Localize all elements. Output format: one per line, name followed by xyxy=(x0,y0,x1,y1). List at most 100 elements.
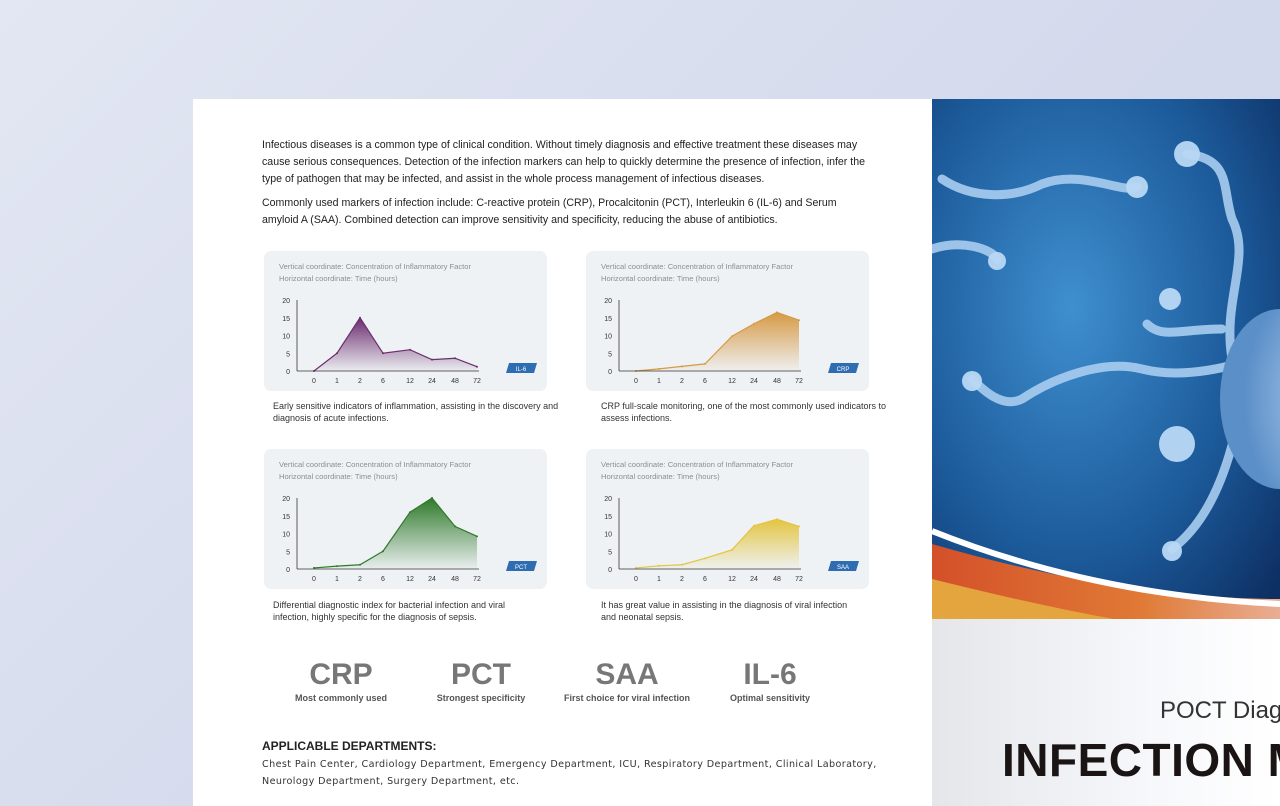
data-point xyxy=(382,550,384,553)
y-tick-label: 10 xyxy=(282,532,290,539)
y-tick-label: 20 xyxy=(604,298,612,305)
x-tick-label: 72 xyxy=(795,576,803,583)
stat-pct: PCT Strongest specificity xyxy=(411,657,551,703)
chart-il6: Vertical coordinate: Concentration of In… xyxy=(264,251,547,391)
data-point xyxy=(476,365,478,368)
brochure-page: Infectious diseases is a common type of … xyxy=(193,99,932,806)
y-tick-label: 0 xyxy=(608,567,612,574)
data-point xyxy=(382,352,384,355)
data-point xyxy=(431,358,433,361)
chart-description-pct: Differential diagnostic index for bacter… xyxy=(273,600,505,622)
x-tick-label: 72 xyxy=(473,576,481,583)
x-tick-label: 48 xyxy=(451,378,459,385)
stat-label: First choice for viral infection xyxy=(563,693,691,703)
series-tag-label: PCT xyxy=(515,565,527,571)
data-point xyxy=(409,511,411,514)
data-point xyxy=(798,525,800,528)
cover-panel: POCT Diagn INFECTION MA xyxy=(932,99,1280,806)
y-tick-label: 15 xyxy=(282,316,290,323)
data-point xyxy=(681,563,683,566)
y-tick-label: 10 xyxy=(604,334,612,341)
virus-illustration xyxy=(932,99,1280,619)
series-tag xyxy=(828,561,859,571)
y-tick-label: 20 xyxy=(282,298,290,305)
x-tick-label: 12 xyxy=(406,576,414,583)
y-tick-label: 10 xyxy=(282,334,290,341)
chart-caption-horizontal: Horizontal coordinate: Time (hours) xyxy=(601,472,720,481)
chart-description-il6: Early sensitive indicators of inflammati… xyxy=(273,401,559,423)
x-tick-label: 48 xyxy=(773,378,781,385)
x-tick-label: 0 xyxy=(634,576,638,583)
x-tick-label: 1 xyxy=(335,378,339,385)
y-tick-label: 0 xyxy=(608,369,612,376)
departments-text: Chest Pain Center, Cardiology Department… xyxy=(262,759,877,787)
y-tick-label: 15 xyxy=(604,514,612,521)
stat-name: IL-6 xyxy=(743,658,797,691)
stat-label: Most commonly used xyxy=(294,693,387,703)
chart-caption-horizontal: Horizontal coordinate: Time (hours) xyxy=(601,274,720,283)
series-area xyxy=(314,317,477,371)
x-tick-label: 6 xyxy=(703,378,707,385)
x-tick-label: 24 xyxy=(750,576,758,583)
x-tick-label: 0 xyxy=(312,378,316,385)
y-tick-label: 20 xyxy=(282,496,290,503)
data-point xyxy=(658,564,660,567)
series-tag xyxy=(828,363,859,373)
stat-label: Optimal sensitivity xyxy=(729,693,811,703)
x-tick-label: 6 xyxy=(381,576,385,583)
data-point xyxy=(704,557,706,560)
stat-il6: IL-6 Optimal sensitivity xyxy=(700,657,840,703)
chart-description-saa: It has great value in assisting in the d… xyxy=(601,600,848,622)
stat-name: PCT xyxy=(451,658,511,691)
series-line xyxy=(635,311,800,372)
series-line xyxy=(635,518,800,569)
chart-caption-horizontal: Horizontal coordinate: Time (hours) xyxy=(279,274,398,283)
chart-caption-horizontal: Horizontal coordinate: Time (hours) xyxy=(279,472,398,481)
data-point xyxy=(776,311,778,314)
stat-crp: CRP Most commonly used xyxy=(271,657,411,703)
data-point xyxy=(336,352,338,355)
data-point xyxy=(313,566,315,569)
intro-paragraph-2: Commonly used markers of infection inclu… xyxy=(262,197,837,226)
y-tick-label: 5 xyxy=(608,549,612,556)
y-tick-label: 5 xyxy=(286,549,290,556)
x-tick-label: 12 xyxy=(728,576,736,583)
x-tick-label: 24 xyxy=(428,378,436,385)
x-tick-label: 0 xyxy=(634,378,638,385)
data-point xyxy=(658,367,660,370)
chart-crp: Vertical coordinate: Concentration of In… xyxy=(586,251,869,391)
series-tag-label: CRP xyxy=(837,367,850,373)
x-tick-label: 72 xyxy=(795,378,803,385)
departments-heading: APPLICABLE DEPARTMENTS: xyxy=(262,739,437,753)
chart-caption-vertical: Vertical coordinate: Concentration of In… xyxy=(279,262,472,271)
y-tick-label: 0 xyxy=(286,567,290,574)
y-tick-label: 5 xyxy=(608,351,612,358)
chart-caption-vertical: Vertical coordinate: Concentration of In… xyxy=(601,460,794,469)
cover-title: INFECTION MA xyxy=(1002,734,1280,786)
chart-caption-vertical: Vertical coordinate: Concentration of In… xyxy=(279,460,472,469)
chart-pct: Vertical coordinate: Concentration of In… xyxy=(264,449,547,589)
y-tick-label: 10 xyxy=(604,532,612,539)
y-tick-label: 20 xyxy=(604,496,612,503)
x-tick-label: 48 xyxy=(451,576,459,583)
data-point xyxy=(454,357,456,360)
data-point xyxy=(798,319,800,322)
stat-saa: SAA First choice for viral infection xyxy=(557,657,697,703)
cover-subtitle: POCT Diagn xyxy=(1160,697,1280,724)
data-point xyxy=(454,525,456,528)
data-point xyxy=(776,518,778,521)
series-line xyxy=(313,316,478,372)
stat-name: SAA xyxy=(595,658,659,691)
series-tag xyxy=(506,363,537,373)
x-tick-label: 2 xyxy=(358,576,362,583)
data-point xyxy=(753,322,755,325)
x-tick-label: 1 xyxy=(657,576,661,583)
series-tag-label: SAA xyxy=(837,565,849,571)
data-point xyxy=(753,524,755,527)
data-point xyxy=(409,348,411,351)
x-tick-label: 0 xyxy=(312,576,316,583)
x-tick-label: 12 xyxy=(406,378,414,385)
series-line xyxy=(313,497,478,569)
x-tick-label: 72 xyxy=(473,378,481,385)
series-area xyxy=(636,519,799,569)
